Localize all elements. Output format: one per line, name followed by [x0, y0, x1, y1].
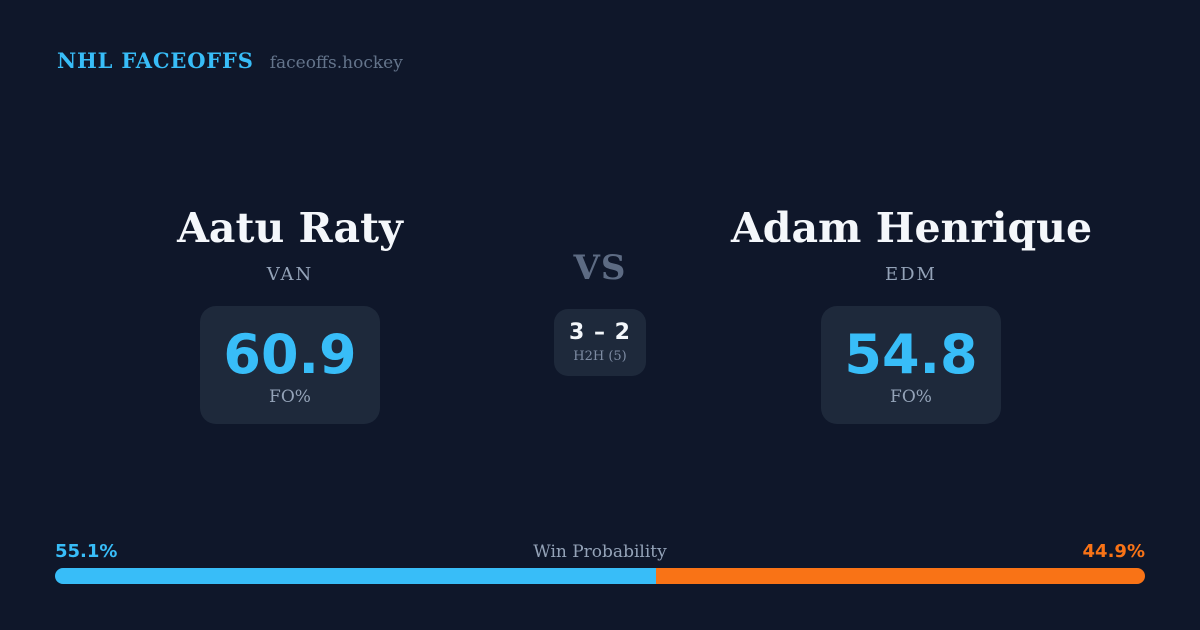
- h2h-label: H2H (5): [573, 348, 627, 364]
- faceoff-stat-card: 60.9 FO%: [200, 306, 380, 425]
- site-url: faceoffs.hockey: [269, 53, 403, 73]
- win-bar-left-segment: [55, 568, 656, 584]
- header: NHL FACEOFFS faceoffs.hockey: [57, 48, 403, 73]
- faceoff-pct-value: 60.9: [223, 322, 357, 386]
- win-bar-right-segment: [655, 568, 1145, 584]
- player-panel-left: Aatu Raty VAN 60.9 FO%: [110, 204, 470, 425]
- vs-label: VS: [573, 248, 627, 288]
- faceoff-stat-card: 54.8 FO%: [821, 306, 1001, 425]
- win-probability-bar: [55, 568, 1145, 584]
- player-team: VAN: [266, 264, 314, 286]
- faceoff-pct-label: FO%: [269, 387, 311, 408]
- h2h-score: 3 – 2: [569, 320, 631, 346]
- player-team: EDM: [884, 264, 937, 286]
- h2h-card: 3 – 2 H2H (5): [554, 309, 646, 376]
- vs-panel: VS 3 – 2 H2H (5): [520, 248, 680, 376]
- brand-title: NHL FACEOFFS: [57, 48, 254, 73]
- player-panel-right: Adam Henrique EDM 54.8 FO%: [731, 204, 1093, 425]
- player-name: Adam Henrique: [731, 204, 1093, 252]
- faceoff-pct-label: FO%: [890, 387, 932, 408]
- win-pct-right: 44.9%: [1082, 541, 1145, 562]
- player-name: Aatu Raty: [177, 204, 403, 252]
- win-probability-title: Win Probability: [533, 542, 667, 562]
- faceoff-pct-value: 54.8: [844, 322, 978, 386]
- win-pct-left: 55.1%: [55, 541, 118, 562]
- win-probability-labels: 55.1% Win Probability 44.9%: [55, 541, 1145, 562]
